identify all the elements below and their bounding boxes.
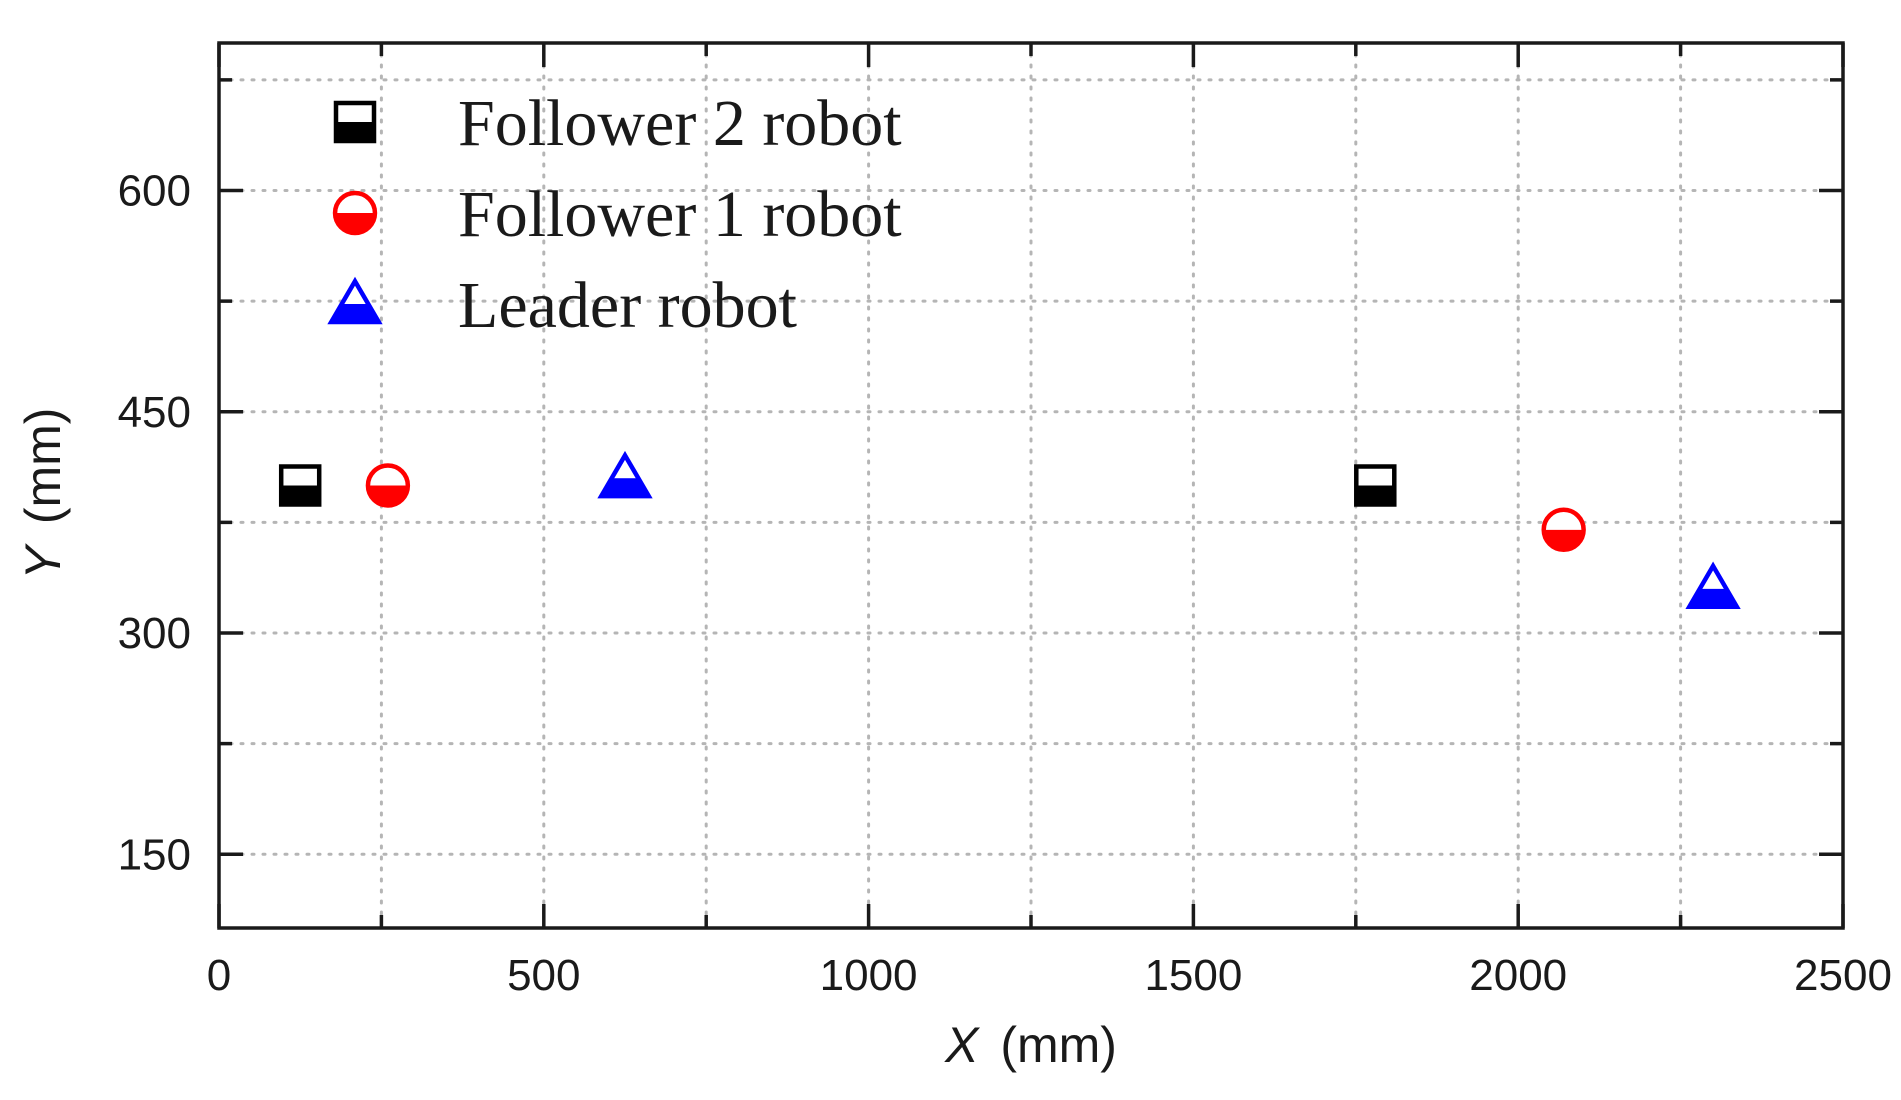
plot-frame bbox=[217, 41, 1845, 930]
y-tick-label: 300 bbox=[118, 609, 191, 658]
legend-label-2: Follower 1 robot bbox=[458, 178, 902, 251]
data-point-series-1 bbox=[1354, 464, 1397, 507]
data-points bbox=[278, 450, 1741, 610]
legend-label-3: Leader robot bbox=[458, 269, 797, 342]
y-axis-label: Y (mm) bbox=[15, 408, 71, 580]
x-tick-label: 1500 bbox=[1144, 951, 1242, 1000]
x-axis-variable: X bbox=[944, 1017, 980, 1073]
grid-lines bbox=[217, 41, 1845, 930]
y-tick-label: 150 bbox=[118, 830, 191, 879]
data-point-series-2 bbox=[365, 463, 411, 508]
axis-ticks bbox=[217, 43, 1845, 928]
y-tick-label: 600 bbox=[118, 167, 191, 216]
x-axis-label: X (mm) bbox=[944, 1017, 1117, 1073]
data-point-series-2 bbox=[1541, 507, 1586, 552]
x-tick-label: 1000 bbox=[820, 951, 918, 1000]
legend-marker-2 bbox=[332, 190, 378, 236]
x-tick-label: 500 bbox=[507, 951, 580, 1000]
x-tick-label: 2000 bbox=[1469, 951, 1567, 1000]
y-axis-unit: (mm) bbox=[15, 408, 71, 525]
legend-label-1: Follower 2 robot bbox=[458, 87, 902, 160]
tick-labels: 0 500 1000 1500 2000 2500 150 300 450 600 bbox=[118, 167, 1892, 1001]
legend-marker-3 bbox=[327, 276, 383, 325]
x-tick-label: 2500 bbox=[1794, 951, 1892, 1000]
data-point-series-3 bbox=[597, 450, 653, 499]
legend: Follower 2 robot Follower 1 robot Leader r… bbox=[327, 87, 902, 342]
y-tick-label: 450 bbox=[118, 388, 191, 437]
x-tick-label: 0 bbox=[207, 951, 231, 1000]
data-point-series-1 bbox=[278, 464, 322, 507]
y-axis-variable: Y bbox=[15, 542, 71, 579]
legend-marker-1 bbox=[333, 100, 377, 144]
data-point-series-3 bbox=[1685, 561, 1741, 610]
x-axis-unit: (mm) bbox=[1000, 1017, 1117, 1073]
